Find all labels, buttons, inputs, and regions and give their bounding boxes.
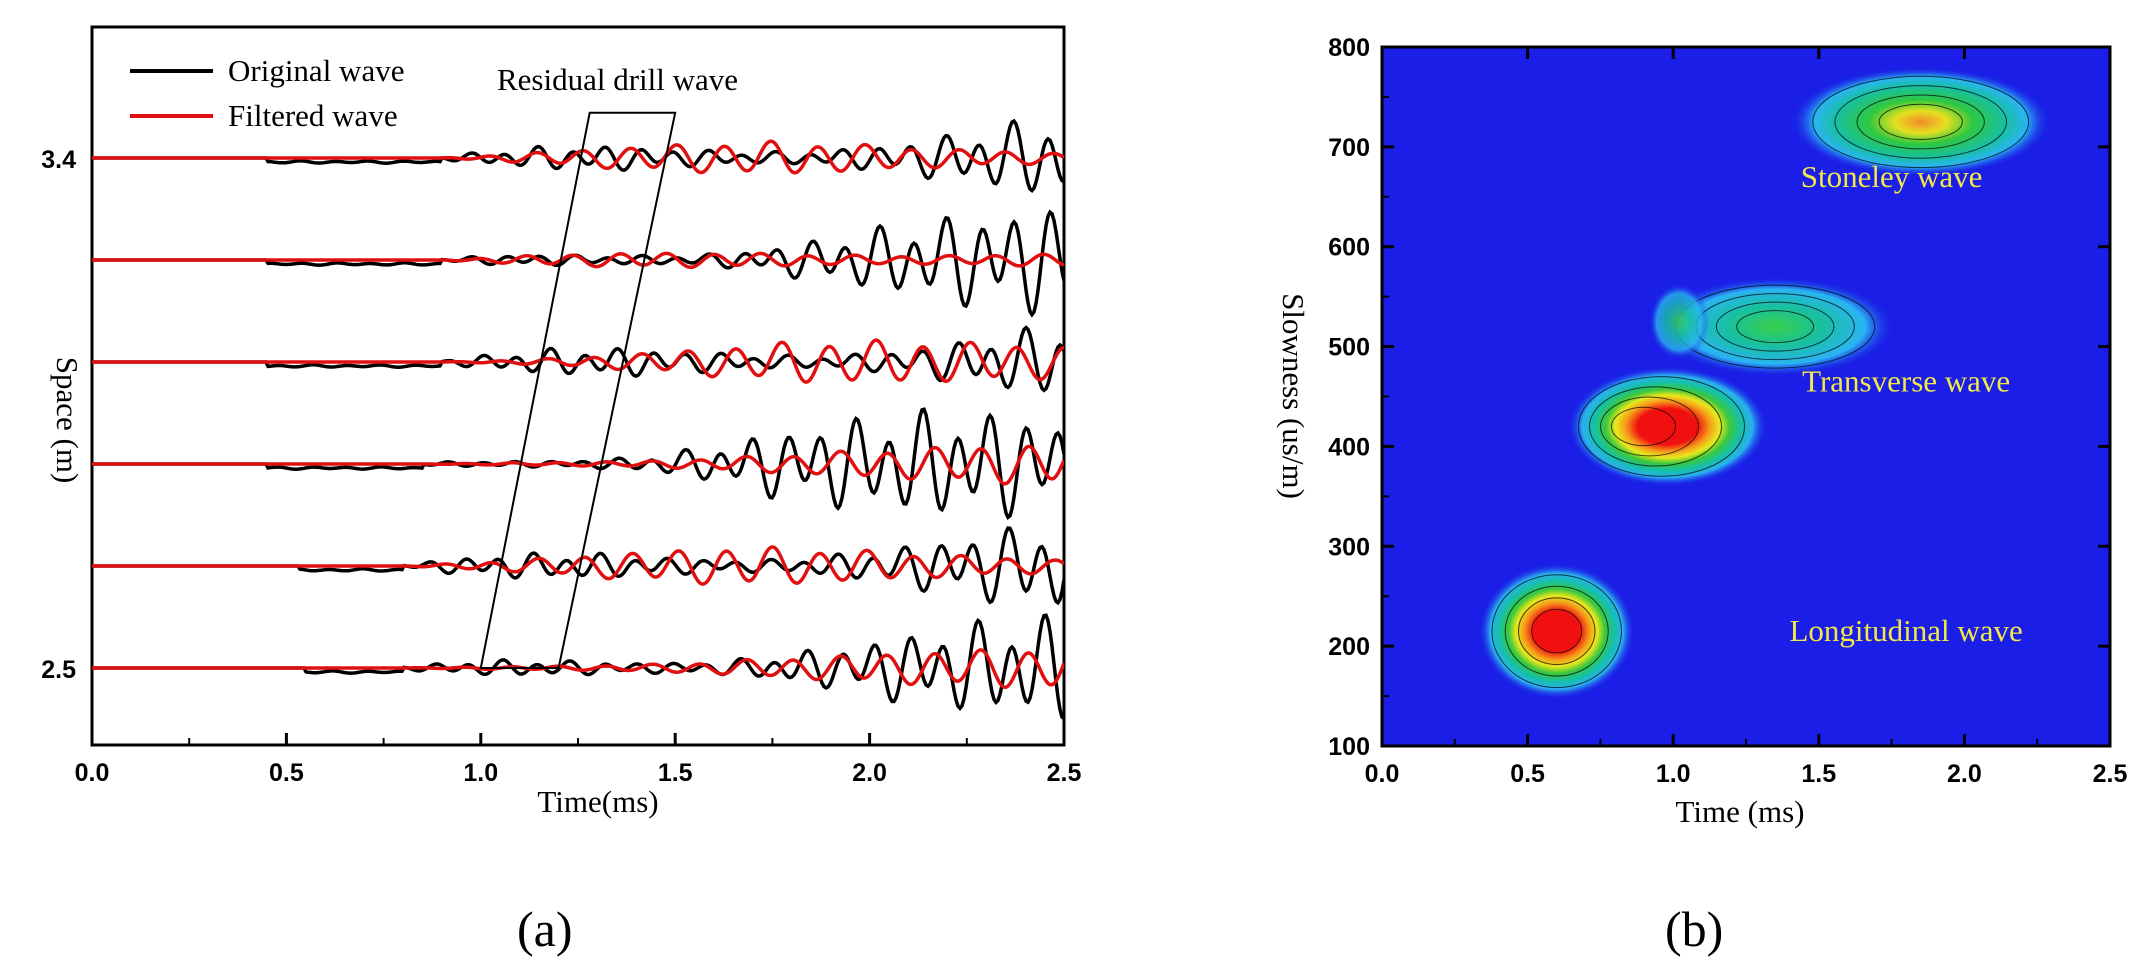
x-tick-label-b: 2.5: [2093, 760, 2128, 788]
x-tick-label-a: 1.0: [463, 759, 498, 787]
plot-area-a: [90, 25, 1066, 747]
heatmap-annotations: Stoneley wave Transverse wave Longitudinal…: [1790, 159, 2023, 648]
peak-fill: [1567, 366, 1768, 487]
y-tick-label-b: 600: [1328, 234, 1370, 262]
x-axis-title-a: Time(ms): [537, 784, 658, 819]
x-tick-label-b: 1.5: [1801, 760, 1836, 788]
x-tick-label-a: 0.5: [269, 759, 304, 787]
contour-line: [1878, 103, 1963, 140]
x-tick-label-b: 0.5: [1510, 760, 1545, 788]
peak-fill: [1655, 276, 1896, 377]
x-tick-label-b: 2.0: [1947, 760, 1982, 788]
legend-label-filtered: Filtered wave: [228, 98, 398, 133]
contour-line: [1834, 85, 2008, 159]
x-tick-label-a: 2.0: [852, 759, 887, 787]
x-tick-label-a: 0.0: [75, 759, 110, 787]
y-axis-title-a: Space (m): [50, 357, 85, 484]
y-tick-label-b: 500: [1328, 334, 1370, 362]
y-tick-label-b: 200: [1328, 633, 1370, 661]
x-tick-label-a: 1.5: [658, 759, 693, 787]
contour-line: [1715, 301, 1835, 352]
filtered-wave-trace: [92, 338, 1064, 385]
contour-line: [1531, 608, 1583, 654]
peak-fill: [1478, 563, 1635, 700]
annotation-stoneley: Stoneley wave: [1801, 159, 1983, 194]
x-axis-a: 0.0 0.5 1.0 1.5 2.0 2.5: [75, 733, 1082, 787]
filtered-wave-trace: [92, 444, 1064, 486]
y-tick-label-a: 3.4: [41, 146, 76, 174]
annotation-residual-drill-wave: Residual drill wave: [497, 62, 738, 97]
heatmap-minor-peak: [1649, 283, 1710, 360]
x-tick-label-a: 2.5: [1047, 759, 1082, 787]
y-tick-label-a: 2.5: [41, 656, 76, 684]
contour-line: [1578, 376, 1746, 477]
caption-b: (b): [1665, 901, 1724, 957]
contour-line: [1589, 386, 1723, 467]
legend-label-original: Original wave: [228, 53, 404, 88]
x-axis-title-b: Time (ms): [1676, 794, 1805, 829]
legend-a: Original wave Filtered wave: [130, 53, 404, 133]
contour-line: [1491, 574, 1622, 689]
annotation-longitudinal: Longitudinal wave: [1790, 613, 2023, 648]
heatmap-peaks: [1478, 66, 2051, 700]
annotation-transverse: Transverse wave: [1802, 364, 2010, 399]
x-tick-label-b: 0.0: [1365, 760, 1400, 788]
contour-line: [1856, 94, 1985, 150]
panel-a-waveform-chart: 0.0 0.5 1.0 1.5 2.0 2.5 3.4 2.5 Time(ms) Space…: [41, 25, 1082, 819]
y-tick-label-b: 300: [1328, 533, 1370, 561]
y-tick-label-b: 400: [1328, 433, 1370, 461]
filtered-wave-trace: [92, 139, 1064, 175]
filtered-wave-trace: [92, 251, 1064, 270]
x-tick-label-b: 1.0: [1656, 760, 1691, 788]
residual-drill-wave-box: [479, 111, 677, 669]
contour-line: [1812, 75, 2030, 169]
contour-line: [1611, 406, 1677, 447]
y-tick-label-b: 100: [1328, 733, 1370, 761]
heatmap-peak: [1790, 66, 2051, 177]
peak-fill: [1790, 66, 2051, 177]
contour-line: [1600, 396, 1700, 457]
y-tick-label-b: 800: [1328, 34, 1370, 62]
filtered-wave-trace: [92, 648, 1064, 689]
filtered-wave-trace: [92, 545, 1064, 586]
heatmap-peak: [1567, 366, 1768, 487]
contour-line: [1504, 585, 1609, 677]
residual-drill-box: [479, 111, 677, 669]
contour-line: [1518, 597, 1596, 665]
heatmap-peak: [1478, 563, 1635, 700]
contour-line: [1736, 310, 1815, 344]
panel-b-slowness-heatmap: 0.0 0.5 1.0 1.5 2.0 2.5 100 200 300 400 500 600 700 8…: [1276, 34, 2127, 829]
y-axis-a: 3.4 2.5: [41, 146, 76, 684]
y-tick-label-b: 700: [1328, 134, 1370, 162]
y-axis-title-b: Slowness (us/m): [1276, 293, 1311, 499]
caption-a: (a): [517, 901, 573, 957]
axes-b: 0.0 0.5 1.0 1.5 2.0 2.5 100 200 300 400 500 600 700 8…: [1328, 34, 2127, 788]
heatmap-peak: [1655, 276, 1896, 377]
